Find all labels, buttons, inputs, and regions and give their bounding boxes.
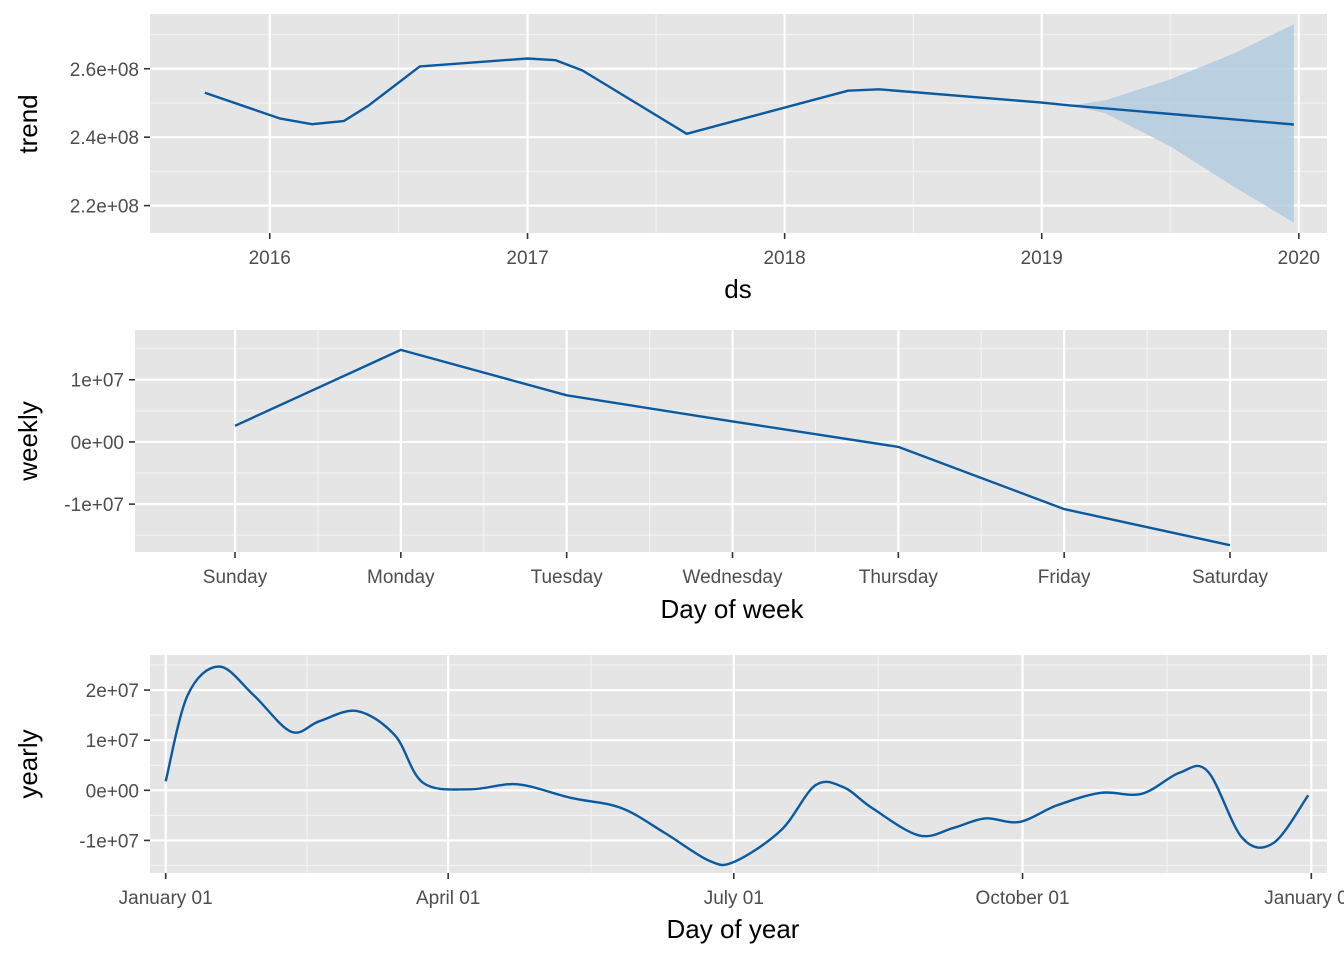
weekly-y-ticks: 1e+07 0e+00 -1e+07 xyxy=(64,371,135,516)
weekly-x-ticks: Sunday Monday Tuesday Wednesday Thursday Frid… xyxy=(203,552,1269,588)
y-tick-label: 2e+07 xyxy=(86,681,139,702)
trend-marks xyxy=(204,24,1295,223)
trend-y-axis-title: trend xyxy=(13,94,43,153)
x-tick-label: April 01 xyxy=(416,888,480,909)
trend-y-ticks: 2.2e+08 2.4e+08 2.6e+08 xyxy=(70,60,150,218)
weekly-series-line xyxy=(234,348,1231,547)
x-tick-label: Saturday xyxy=(1192,567,1269,588)
x-tick-label: 2019 xyxy=(1021,248,1063,269)
yearly-panel: 2e+07 1e+07 0e+00 -1e+07 January 01 April 01… xyxy=(13,655,1344,944)
x-tick-label: 2018 xyxy=(763,248,805,269)
x-tick-label: 2016 xyxy=(249,248,291,269)
x-tick-label: 2017 xyxy=(506,248,548,269)
x-tick-label: October 01 xyxy=(976,888,1070,909)
y-tick-label: 2.6e+08 xyxy=(70,60,139,81)
y-tick-label: 1e+07 xyxy=(71,371,124,392)
x-tick-label: Thursday xyxy=(859,567,939,588)
yearly-y-ticks: 2e+07 1e+07 0e+00 -1e+07 xyxy=(79,681,150,852)
x-tick-label: Wednesday xyxy=(683,567,783,588)
x-tick-label: January 01 xyxy=(1264,888,1344,909)
trend-series-line xyxy=(204,57,1295,135)
yearly-gridlines xyxy=(150,655,1327,873)
trend-gridlines xyxy=(150,14,1327,233)
y-tick-label: 2.4e+08 xyxy=(70,128,139,149)
y-tick-label: 0e+00 xyxy=(71,433,124,454)
y-tick-label: -1e+07 xyxy=(64,495,124,516)
trend-panel: 2.2e+082.4e+082.6e+08 2016 2017 2018 2019 20… xyxy=(13,14,1327,304)
x-tick-label: 2020 xyxy=(1278,248,1320,269)
weekly-y-axis-title: weekly xyxy=(13,401,43,481)
weekly-x-axis-title: Day of week xyxy=(660,594,804,624)
yearly-x-axis-title: Day of year xyxy=(667,914,800,944)
yearly-y-axis-title: yearly xyxy=(13,729,43,798)
x-tick-label: July 01 xyxy=(704,888,764,909)
x-tick-label: Monday xyxy=(367,567,435,588)
yearly-plot-background xyxy=(150,655,1327,873)
weekly-marks xyxy=(234,348,1231,547)
x-tick-label: January 01 xyxy=(119,888,213,909)
y-tick-label: 1e+07 xyxy=(86,731,139,752)
x-tick-label: Friday xyxy=(1038,567,1091,588)
y-tick-label: 2.2e+08 xyxy=(70,197,139,218)
weekly-panel: 1e+07 0e+00 -1e+07 Sunday Monday Tuesday Wedn… xyxy=(13,330,1327,624)
x-tick-label: Tuesday xyxy=(531,567,604,588)
trend-x-axis-title: ds xyxy=(724,274,751,304)
x-tick-label: Sunday xyxy=(203,567,268,588)
y-tick-label: -1e+07 xyxy=(79,831,139,852)
yearly-series-line xyxy=(164,665,1310,867)
yearly-x-ticks: January 01 April 01 July 01 October 01 Janua… xyxy=(119,873,1344,909)
uncertainty-band xyxy=(1069,24,1294,223)
yearly-marks xyxy=(164,665,1310,867)
trend-x-ticks: 2016 2017 2018 2019 2020 xyxy=(249,233,1320,269)
y-tick-label: 0e+00 xyxy=(86,781,139,802)
